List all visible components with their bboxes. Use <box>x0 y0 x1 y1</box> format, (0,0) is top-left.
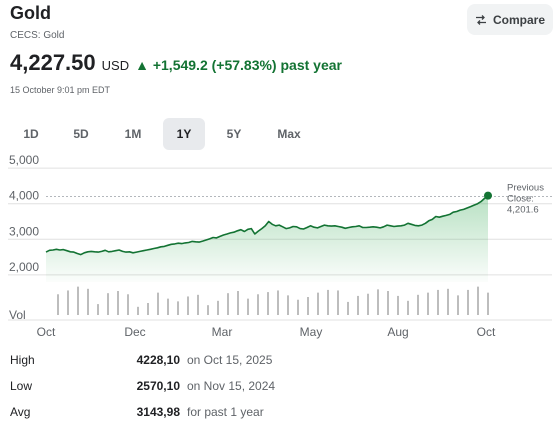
volume-bar <box>297 299 299 315</box>
y-tick-label: 3,000 <box>9 224 39 238</box>
volume-bar <box>457 295 459 315</box>
volume-bar <box>177 301 179 315</box>
price-change: ▲ +1,549.2 (+57.83%) past year <box>135 57 342 73</box>
stat-note: for past 1 year <box>187 405 264 419</box>
volume-bar <box>277 290 279 315</box>
volume-bar <box>127 294 129 315</box>
volume-bar <box>467 289 469 315</box>
volume-bar <box>397 295 399 315</box>
asset-title: Gold <box>10 3 51 23</box>
stat-note: on Oct 15, 2025 <box>187 353 273 367</box>
volume-label: Vol <box>9 308 26 322</box>
asset-subtitle: CECS: Gold <box>10 30 65 41</box>
x-tick-label: May <box>300 325 323 339</box>
stat-value: 3143,98 <box>136 405 180 419</box>
volume-bar <box>117 291 119 315</box>
volume-bar <box>197 294 199 315</box>
volume-bar <box>77 286 79 315</box>
volume-bar <box>227 293 229 315</box>
tab-max[interactable]: Max <box>277 127 301 141</box>
volume-bar <box>387 291 389 315</box>
volume-bar <box>377 289 379 315</box>
y-tick-label: 2,000 <box>9 260 39 274</box>
volume-bar <box>287 295 289 315</box>
previous-close-label: 4,201.6 <box>507 205 539 216</box>
volume-bar <box>137 306 139 315</box>
previous-close-label: Close: <box>507 194 534 205</box>
volume-bar <box>217 300 219 315</box>
compare-button[interactable]: Compare <box>467 4 553 35</box>
volume-bar <box>407 300 409 315</box>
volume-bar <box>357 295 359 315</box>
quote-timestamp: 15 October 9:01 pm EDT <box>10 85 111 95</box>
swap-arrows-icon <box>475 14 487 26</box>
current-price: 4,227.50 <box>10 50 96 75</box>
volume-bar <box>67 290 69 315</box>
volume-bar <box>427 292 429 315</box>
x-tick-label: Aug <box>387 325 408 339</box>
volume-bar <box>257 294 259 315</box>
volume-bar <box>367 293 369 315</box>
x-tick-label: Dec <box>124 325 145 339</box>
stat-row-high: High 4228,10 on Oct 15, 2025 <box>10 353 310 373</box>
x-tick-label: Mar <box>212 325 233 339</box>
tab-1y[interactable]: 1Y <box>163 118 205 150</box>
compare-label: Compare <box>492 12 545 27</box>
previous-close-label: Previous <box>507 183 544 194</box>
stat-note: on Nov 15, 2024 <box>187 379 276 393</box>
stat-label: High <box>10 353 35 367</box>
volume-bar <box>247 298 249 315</box>
volume-bar <box>477 286 479 315</box>
price-line <box>45 194 489 256</box>
y-tick-label: 5,000 <box>9 155 39 167</box>
price-chart: 5,000 4,000 3,000 2,000 PreviousClose:4,201.… <box>8 155 552 339</box>
volume-bar <box>317 292 319 315</box>
volume-bar <box>157 292 159 315</box>
currency-code: USD <box>101 58 130 73</box>
volume-bar <box>487 292 489 315</box>
volume-bar <box>447 288 449 315</box>
x-tick-label: Oct <box>37 325 56 339</box>
volume-bar <box>187 296 189 315</box>
volume-bar <box>347 301 349 315</box>
stat-label: Avg <box>10 405 31 419</box>
stat-value: 4228,10 <box>136 353 180 367</box>
volume-bar <box>167 298 169 315</box>
volume-bar <box>237 291 239 315</box>
stat-label: Low <box>10 379 33 393</box>
stat-value: 2570,10 <box>136 379 180 393</box>
tab-1d[interactable]: 1D <box>23 127 39 141</box>
tab-5y[interactable]: 5Y <box>226 127 242 141</box>
stat-row-low: Low 2570,10 on Nov 15, 2024 <box>10 379 310 399</box>
y-tick-label: 4,000 <box>9 189 39 203</box>
volume-bar <box>307 297 309 315</box>
volume-bar <box>87 288 89 315</box>
volume-bar <box>107 293 109 315</box>
volume-bar <box>417 294 419 315</box>
volume-bar <box>97 304 99 315</box>
volume-bar <box>57 294 59 315</box>
stat-row-avg: Avg 3143,98 for past 1 year <box>10 405 310 425</box>
volume-bar <box>327 289 329 315</box>
tab-5d[interactable]: 5D <box>73 127 89 141</box>
volume-bar <box>207 305 209 315</box>
price-area <box>46 195 488 282</box>
volume-bar <box>337 290 339 315</box>
volume-bar <box>147 303 149 315</box>
x-tick-label: Oct <box>477 325 496 339</box>
volume-bar <box>437 289 439 315</box>
price-row: 4,227.50 USD ▲ +1,549.2 (+57.83%) past y… <box>10 50 342 76</box>
last-price-dot <box>484 191 492 200</box>
tab-1m[interactable]: 1M <box>124 127 142 141</box>
volume-bar <box>267 292 269 315</box>
